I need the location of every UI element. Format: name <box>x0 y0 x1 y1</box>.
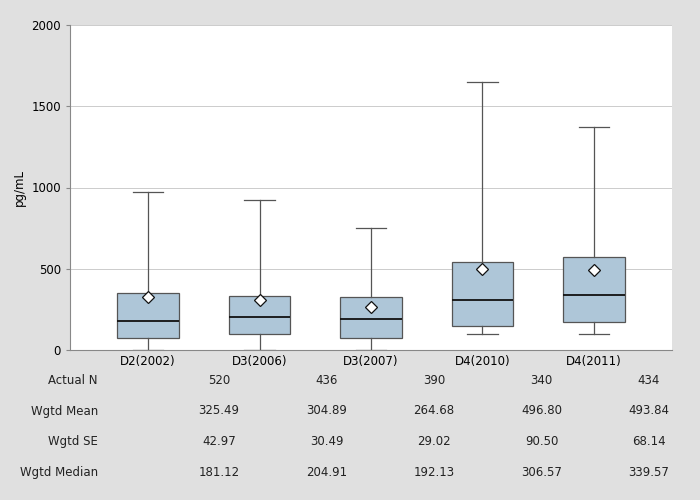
Text: 496.80: 496.80 <box>521 404 562 417</box>
Text: 493.84: 493.84 <box>629 404 669 417</box>
Text: 434: 434 <box>638 374 660 386</box>
PathPatch shape <box>340 297 402 338</box>
PathPatch shape <box>452 262 513 326</box>
Text: 436: 436 <box>315 374 337 386</box>
Text: 340: 340 <box>531 374 552 386</box>
Text: 390: 390 <box>423 374 445 386</box>
Text: 68.14: 68.14 <box>632 436 666 448</box>
Text: 520: 520 <box>208 374 230 386</box>
Text: Wgtd SE: Wgtd SE <box>48 436 98 448</box>
Text: 90.50: 90.50 <box>525 436 558 448</box>
Text: 304.89: 304.89 <box>306 404 347 417</box>
Text: 42.97: 42.97 <box>202 436 236 448</box>
Text: 192.13: 192.13 <box>414 466 454 479</box>
Text: 264.68: 264.68 <box>414 404 454 417</box>
PathPatch shape <box>229 296 290 334</box>
PathPatch shape <box>118 293 178 338</box>
Text: 325.49: 325.49 <box>199 404 239 417</box>
Text: Wgtd Median: Wgtd Median <box>20 466 98 479</box>
Text: Actual N: Actual N <box>48 374 98 386</box>
Text: 204.91: 204.91 <box>306 466 347 479</box>
Text: 29.02: 29.02 <box>417 436 451 448</box>
Text: Wgtd Mean: Wgtd Mean <box>31 404 98 417</box>
Text: 306.57: 306.57 <box>521 466 562 479</box>
Text: 181.12: 181.12 <box>198 466 239 479</box>
Text: 30.49: 30.49 <box>309 436 343 448</box>
Y-axis label: pg/mL: pg/mL <box>13 169 26 206</box>
Text: 339.57: 339.57 <box>629 466 669 479</box>
PathPatch shape <box>564 256 624 322</box>
